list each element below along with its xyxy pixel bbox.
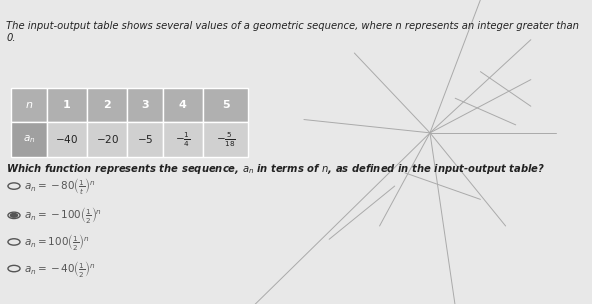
Bar: [87, 122, 127, 157]
Text: $-40$: $-40$: [56, 133, 79, 146]
Text: $a_n = -100\left(\frac{1}{2}\right)^n$: $a_n = -100\left(\frac{1}{2}\right)^n$: [24, 205, 102, 225]
Bar: [47, 122, 87, 157]
Bar: [163, 122, 203, 157]
Text: $a_n$: $a_n$: [23, 133, 36, 145]
Text: 3: 3: [141, 100, 149, 110]
Text: 5: 5: [222, 100, 230, 110]
Text: $-5$: $-5$: [137, 133, 153, 146]
Text: $a_n = 100\left(\frac{1}{2}\right)^n$: $a_n = 100\left(\frac{1}{2}\right)^n$: [24, 232, 89, 252]
Text: $-20$: $-20$: [96, 133, 119, 146]
Text: 4: 4: [179, 100, 187, 110]
Text: $n$: $n$: [25, 100, 33, 110]
Bar: [127, 122, 163, 157]
Bar: [87, 88, 127, 122]
Bar: [203, 88, 249, 122]
Bar: [47, 88, 87, 122]
Text: $a_n = -40\left(\frac{1}{2}\right)^n$: $a_n = -40\left(\frac{1}{2}\right)^n$: [24, 259, 95, 278]
Bar: [11, 122, 47, 157]
Bar: [163, 88, 203, 122]
Text: The input-output table shows several values of a geometric sequence, where n rep: The input-output table shows several val…: [7, 21, 580, 43]
Text: Which function represents the sequence, $a_n$ in terms of $n$, as defined in the: Which function represents the sequence, …: [7, 162, 546, 176]
Bar: [127, 88, 163, 122]
Bar: [11, 88, 47, 122]
Text: $-\frac{1}{4}$: $-\frac{1}{4}$: [175, 130, 191, 149]
Bar: [203, 122, 249, 157]
Circle shape: [11, 213, 18, 217]
Text: 2: 2: [104, 100, 111, 110]
Text: $a_n = -80\left(\frac{1}{t}\right)^n$: $a_n = -80\left(\frac{1}{t}\right)^n$: [24, 176, 95, 196]
Text: 1: 1: [63, 100, 71, 110]
Text: $-\frac{5}{18}$: $-\frac{5}{18}$: [216, 130, 236, 149]
